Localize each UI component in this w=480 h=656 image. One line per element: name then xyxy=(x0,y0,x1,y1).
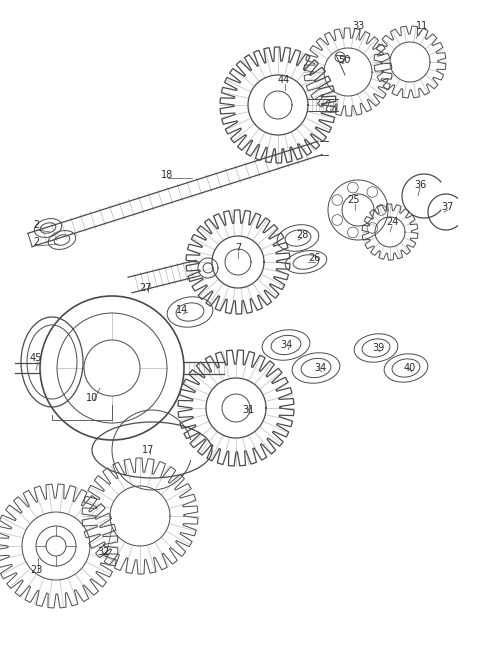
Text: 7: 7 xyxy=(235,243,241,253)
Text: 32: 32 xyxy=(98,547,110,557)
Text: 23: 23 xyxy=(30,565,42,575)
Text: 10: 10 xyxy=(86,393,98,403)
Text: 37: 37 xyxy=(442,202,454,212)
Text: 2: 2 xyxy=(33,237,39,247)
Text: 34: 34 xyxy=(314,363,326,373)
Text: 2: 2 xyxy=(33,220,39,230)
Text: 18: 18 xyxy=(161,170,173,180)
Text: 14: 14 xyxy=(176,305,188,315)
Text: 31: 31 xyxy=(242,405,254,415)
Text: 36: 36 xyxy=(414,180,426,190)
Text: 26: 26 xyxy=(308,253,320,263)
Text: 44: 44 xyxy=(278,75,290,85)
Text: 11: 11 xyxy=(416,21,428,31)
Text: 50: 50 xyxy=(338,55,350,65)
Text: 25: 25 xyxy=(348,195,360,205)
Text: 24: 24 xyxy=(386,217,398,227)
Text: 45: 45 xyxy=(30,353,42,363)
Text: 39: 39 xyxy=(372,343,384,353)
Text: 27: 27 xyxy=(140,283,152,293)
Text: 33: 33 xyxy=(352,21,364,31)
Text: 28: 28 xyxy=(296,230,308,240)
Text: 40: 40 xyxy=(404,363,416,373)
Text: 34: 34 xyxy=(280,340,292,350)
Text: 17: 17 xyxy=(142,445,154,455)
